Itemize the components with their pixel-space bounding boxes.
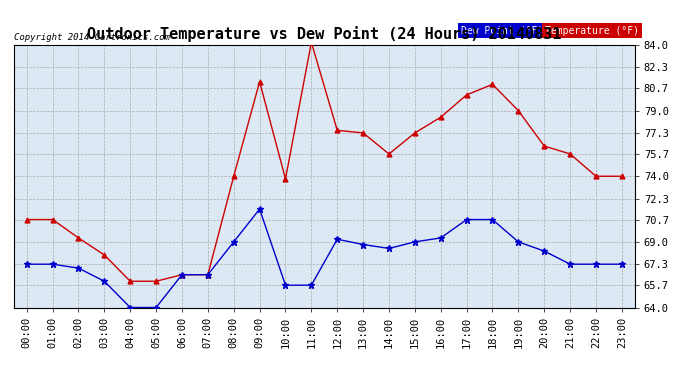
Text: Temperature (°F): Temperature (°F) xyxy=(545,26,639,36)
Text: Dew Point (°F): Dew Point (°F) xyxy=(461,26,543,36)
Title: Outdoor Temperature vs Dew Point (24 Hours) 20140831: Outdoor Temperature vs Dew Point (24 Hou… xyxy=(87,27,562,42)
Text: Copyright 2014 Cartronics.com: Copyright 2014 Cartronics.com xyxy=(14,33,170,42)
